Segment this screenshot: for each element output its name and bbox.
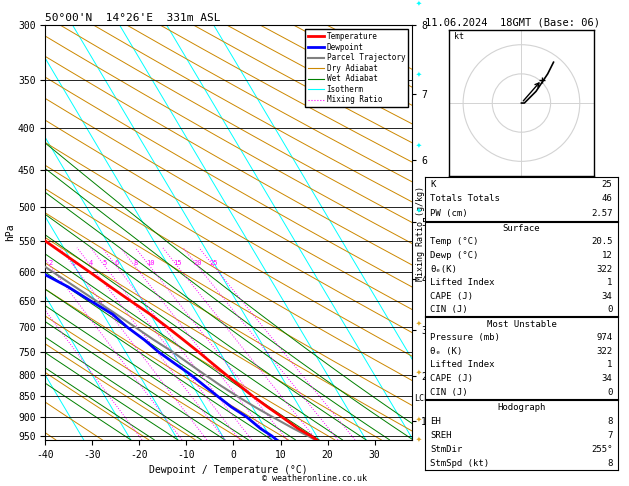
- Text: 12: 12: [602, 251, 613, 260]
- Text: kt: kt: [454, 32, 464, 41]
- Text: Hodograph: Hodograph: [498, 402, 545, 412]
- Text: Surface: Surface: [503, 224, 540, 233]
- Text: 4: 4: [89, 260, 93, 266]
- Text: Lifted Index: Lifted Index: [430, 361, 495, 369]
- Text: θₑ (K): θₑ (K): [430, 347, 463, 356]
- Text: K: K: [430, 180, 436, 189]
- Text: 34: 34: [602, 374, 613, 383]
- Text: © weatheronline.co.uk: © weatheronline.co.uk: [262, 474, 367, 483]
- Text: 10: 10: [146, 260, 154, 266]
- Text: SREH: SREH: [430, 431, 452, 440]
- Text: 20: 20: [194, 260, 202, 266]
- Text: θₑ(K): θₑ(K): [430, 264, 457, 274]
- Text: StmDir: StmDir: [430, 445, 463, 454]
- Text: LCL: LCL: [414, 394, 429, 403]
- Text: 6: 6: [114, 260, 119, 266]
- Text: 322: 322: [596, 264, 613, 274]
- Y-axis label: hPa: hPa: [5, 224, 15, 242]
- Text: 255°: 255°: [591, 445, 613, 454]
- Text: 20.5: 20.5: [591, 238, 613, 246]
- Text: 2: 2: [48, 260, 53, 266]
- Text: 15: 15: [174, 260, 182, 266]
- Text: ✦: ✦: [415, 206, 421, 216]
- Text: EH: EH: [430, 417, 441, 426]
- Text: CIN (J): CIN (J): [430, 305, 468, 314]
- Text: 25: 25: [209, 260, 218, 266]
- Text: Mixing Ratio (g/kg): Mixing Ratio (g/kg): [416, 186, 425, 281]
- Text: 50°00'N  14°26'E  331m ASL: 50°00'N 14°26'E 331m ASL: [45, 13, 221, 23]
- Text: 0: 0: [607, 388, 613, 397]
- Text: PW (cm): PW (cm): [430, 209, 468, 218]
- Text: ✦: ✦: [415, 435, 421, 445]
- Text: 8: 8: [607, 417, 613, 426]
- Text: 3: 3: [72, 260, 76, 266]
- Text: 322: 322: [596, 347, 613, 356]
- Text: 46: 46: [602, 194, 613, 203]
- Text: 5: 5: [103, 260, 107, 266]
- Text: ✦: ✦: [415, 70, 421, 80]
- Text: Most Unstable: Most Unstable: [486, 320, 557, 329]
- X-axis label: Dewpoint / Temperature (°C): Dewpoint / Temperature (°C): [150, 465, 308, 475]
- Text: 0: 0: [607, 305, 613, 314]
- Legend: Temperature, Dewpoint, Parcel Trajectory, Dry Adiabat, Wet Adiabat, Isotherm, Mi: Temperature, Dewpoint, Parcel Trajectory…: [305, 29, 408, 107]
- Text: 34: 34: [602, 292, 613, 300]
- Text: 7: 7: [607, 431, 613, 440]
- Text: 2.57: 2.57: [591, 209, 613, 218]
- Text: 974: 974: [596, 333, 613, 342]
- Text: 1: 1: [607, 278, 613, 287]
- Text: ✦: ✦: [415, 367, 421, 378]
- Text: CAPE (J): CAPE (J): [430, 292, 474, 300]
- Text: ✦: ✦: [415, 0, 421, 8]
- Text: Pressure (mb): Pressure (mb): [430, 333, 500, 342]
- Text: ✦: ✦: [415, 319, 421, 329]
- Text: 25: 25: [602, 180, 613, 189]
- Text: Lifted Index: Lifted Index: [430, 278, 495, 287]
- Text: 1: 1: [607, 361, 613, 369]
- Text: 8: 8: [607, 459, 613, 468]
- Text: 11.06.2024  18GMT (Base: 06): 11.06.2024 18GMT (Base: 06): [425, 17, 599, 27]
- Text: StmSpd (kt): StmSpd (kt): [430, 459, 489, 468]
- Text: ✦: ✦: [415, 140, 421, 150]
- Text: CIN (J): CIN (J): [430, 388, 468, 397]
- Y-axis label: km
ASL: km ASL: [438, 223, 454, 242]
- Text: ✦: ✦: [415, 415, 421, 425]
- Text: CAPE (J): CAPE (J): [430, 374, 474, 383]
- Text: 8: 8: [133, 260, 137, 266]
- Text: Dewp (°C): Dewp (°C): [430, 251, 479, 260]
- Text: Temp (°C): Temp (°C): [430, 238, 479, 246]
- Text: Totals Totals: Totals Totals: [430, 194, 500, 203]
